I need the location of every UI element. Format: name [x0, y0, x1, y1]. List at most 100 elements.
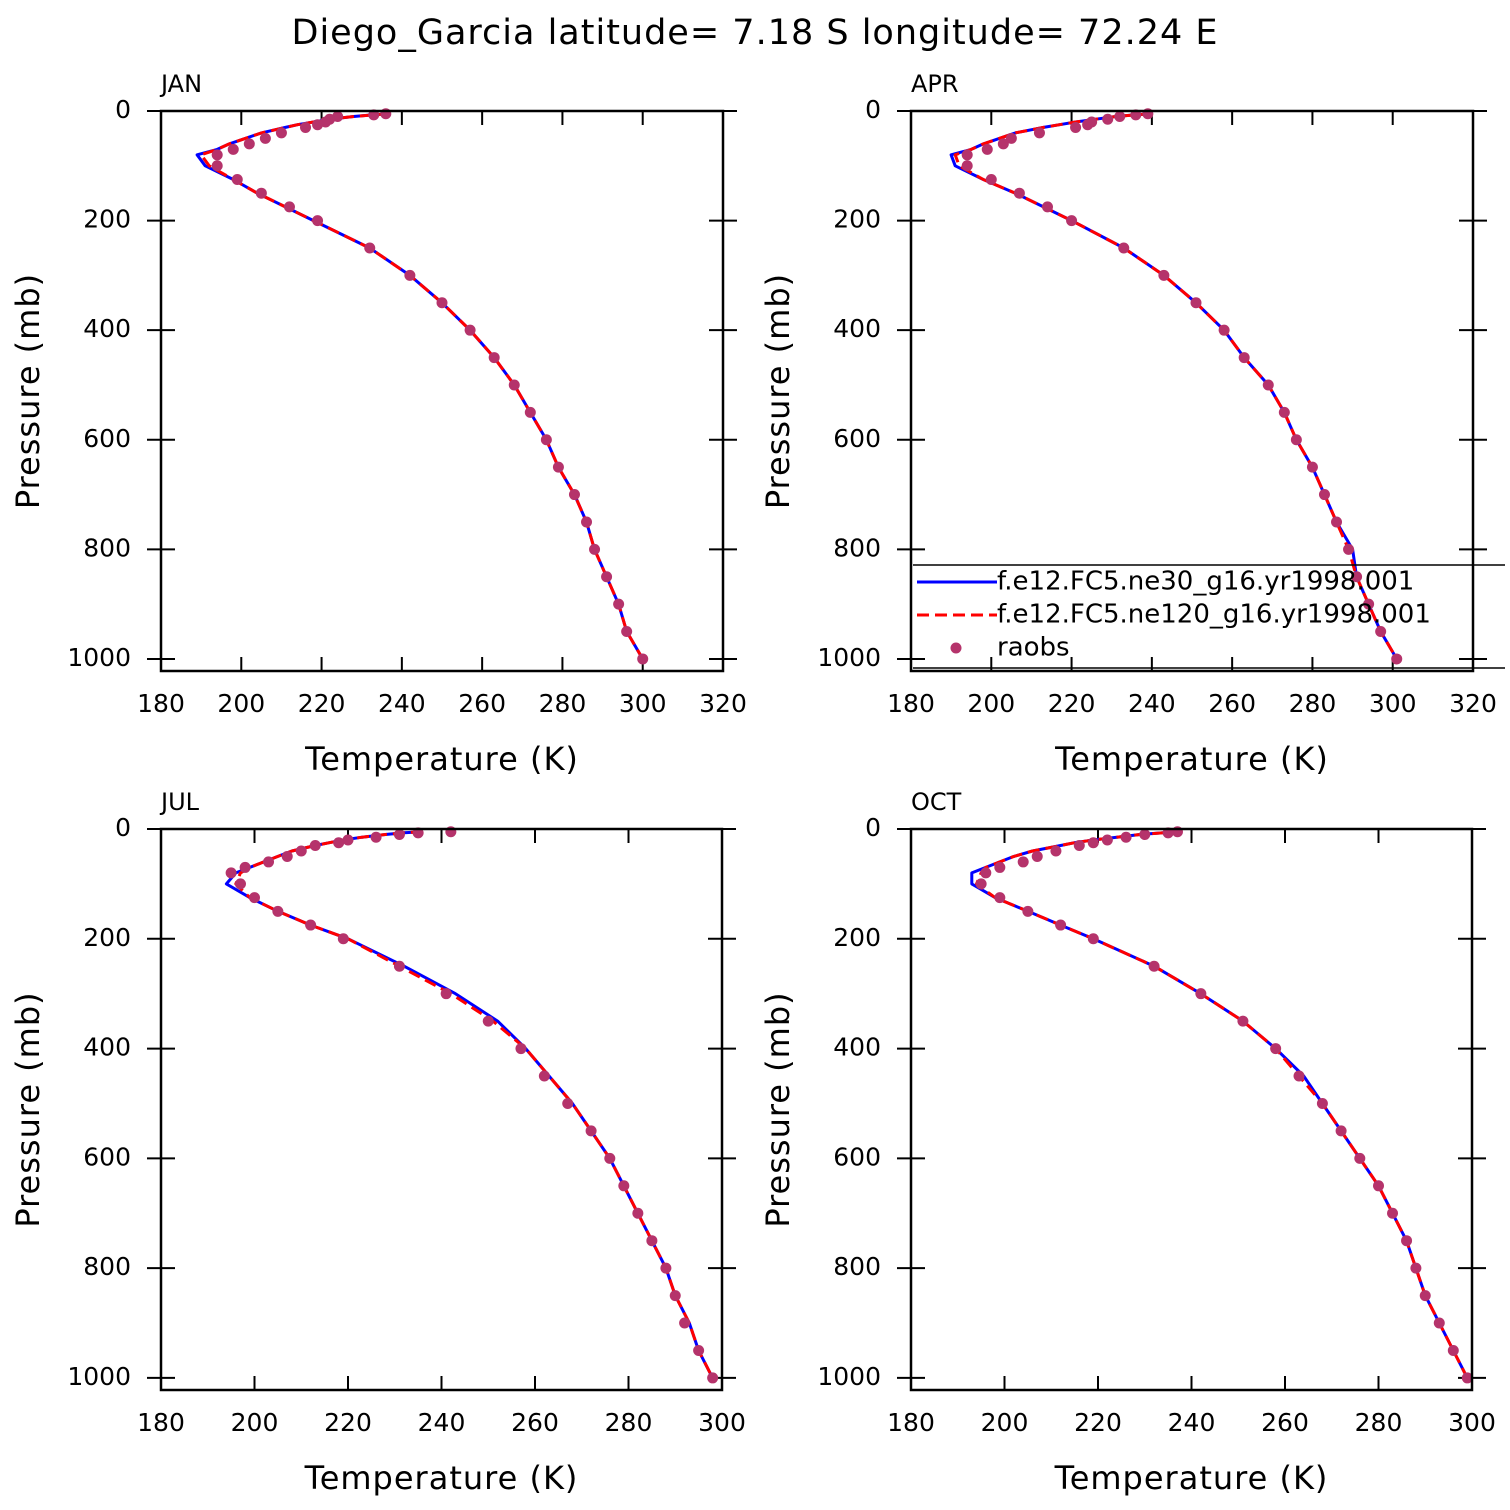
x-tick-label: 280: [539, 689, 587, 718]
raob-point: [540, 434, 552, 446]
raob-point: [440, 988, 452, 1000]
raob-point: [1017, 856, 1029, 868]
raob-point: [1031, 850, 1043, 862]
panel-title: JAN: [159, 70, 202, 98]
raob-point: [1343, 543, 1355, 555]
y-tick-label: 0: [115, 813, 131, 842]
raob-point: [515, 1043, 527, 1055]
y-tick-label: 400: [83, 1033, 131, 1062]
raob-point: [552, 461, 564, 473]
raob-point: [283, 201, 295, 213]
x-tick-label: 300: [1369, 689, 1417, 718]
y-tick-label: 200: [833, 205, 881, 234]
raob-point: [312, 119, 324, 131]
raob-point: [621, 626, 633, 638]
raob-point: [693, 1344, 705, 1356]
raob-point: [980, 867, 992, 879]
y-tick-label: 800: [833, 533, 881, 562]
y-tick-label: 600: [83, 1142, 131, 1171]
y-tick-label: 1000: [817, 1362, 881, 1391]
raob-point: [1195, 988, 1207, 1000]
raob-point: [660, 1262, 672, 1274]
raob-point: [1318, 489, 1330, 501]
raob-point: [1387, 1207, 1399, 1219]
raob-point: [488, 352, 500, 364]
raob-point: [393, 828, 405, 840]
raob-point: [524, 406, 536, 418]
raob-point: [1190, 297, 1202, 309]
x-tick-label: 220: [1074, 1408, 1122, 1437]
raob-point: [393, 960, 405, 972]
raob-point: [227, 143, 239, 155]
y-axis-label: Pressure (mb): [759, 273, 797, 509]
raob-point: [305, 919, 317, 931]
raob-point: [1102, 113, 1114, 125]
x-tick-label: 280: [1355, 1408, 1403, 1437]
x-tick-label: 200: [217, 689, 265, 718]
x-tick-label: 240: [418, 1408, 466, 1437]
y-tick-label: 200: [833, 923, 881, 952]
raob-point: [994, 861, 1006, 873]
raob-point: [975, 878, 987, 890]
profile-line: [234, 830, 714, 1379]
legend-marker: [950, 642, 962, 654]
raob-point: [1316, 1097, 1328, 1109]
raob-point: [1401, 1235, 1413, 1247]
raob-point: [1410, 1262, 1422, 1274]
y-tick-label: 400: [833, 1033, 881, 1062]
profile-line: [975, 830, 1469, 1379]
raob-point: [231, 173, 243, 185]
x-tick-label: 300: [1448, 1408, 1496, 1437]
raob-point: [994, 892, 1006, 904]
x-tick-label: 240: [1168, 1408, 1216, 1437]
raob-point: [1306, 461, 1318, 473]
raob-point: [1022, 905, 1034, 917]
raob-point: [1278, 406, 1290, 418]
raob-point: [1391, 653, 1403, 665]
raob-point: [985, 173, 997, 185]
raob-point: [632, 1207, 644, 1219]
y-tick-label: 400: [833, 314, 881, 343]
raob-point: [1066, 215, 1078, 227]
y-tick-label: 1000: [817, 643, 881, 672]
legend-label: f.e12.FC5.ne120_g16.yr1998.001: [997, 600, 1431, 630]
x-axis-label: Temperature (K): [304, 740, 579, 778]
x-axis-label: Temperature (K): [1054, 1459, 1329, 1497]
raob-point: [1238, 352, 1250, 364]
profile-line: [224, 830, 714, 1379]
x-axis-label: Temperature (K): [1054, 740, 1329, 778]
raob-point: [337, 933, 349, 945]
raob-point: [1041, 201, 1053, 213]
raob-point: [1005, 132, 1017, 144]
x-tick-label: 300: [698, 1408, 746, 1437]
raob-point: [1270, 1043, 1282, 1055]
x-tick-label: 320: [1449, 689, 1497, 718]
raob-point: [997, 138, 1009, 150]
raob-point: [1158, 269, 1170, 281]
raob-point: [1050, 845, 1062, 857]
raob-point: [1087, 837, 1099, 849]
raob-point: [589, 543, 601, 555]
x-tick-label: 240: [1128, 689, 1176, 718]
x-tick-label: 320: [699, 689, 747, 718]
raob-point: [436, 297, 448, 309]
profile-line: [953, 112, 1398, 660]
x-tick-label: 280: [605, 1408, 653, 1437]
raob-point: [211, 160, 223, 172]
panel-title: JUL: [159, 788, 200, 816]
raob-point: [1433, 1317, 1445, 1329]
x-tick-label: 180: [887, 689, 935, 718]
raob-point: [243, 138, 255, 150]
raob-point: [1375, 626, 1387, 638]
plot-frame: [909, 109, 1475, 673]
raob-point: [1148, 960, 1160, 972]
raob-point: [601, 571, 613, 583]
raob-point: [508, 379, 520, 391]
y-axis-label: Pressure (mb): [759, 991, 797, 1227]
y-tick-label: 800: [83, 1252, 131, 1281]
x-tick-label: 220: [1048, 689, 1096, 718]
panel-title: APR: [911, 70, 959, 98]
raob-point: [300, 121, 312, 133]
